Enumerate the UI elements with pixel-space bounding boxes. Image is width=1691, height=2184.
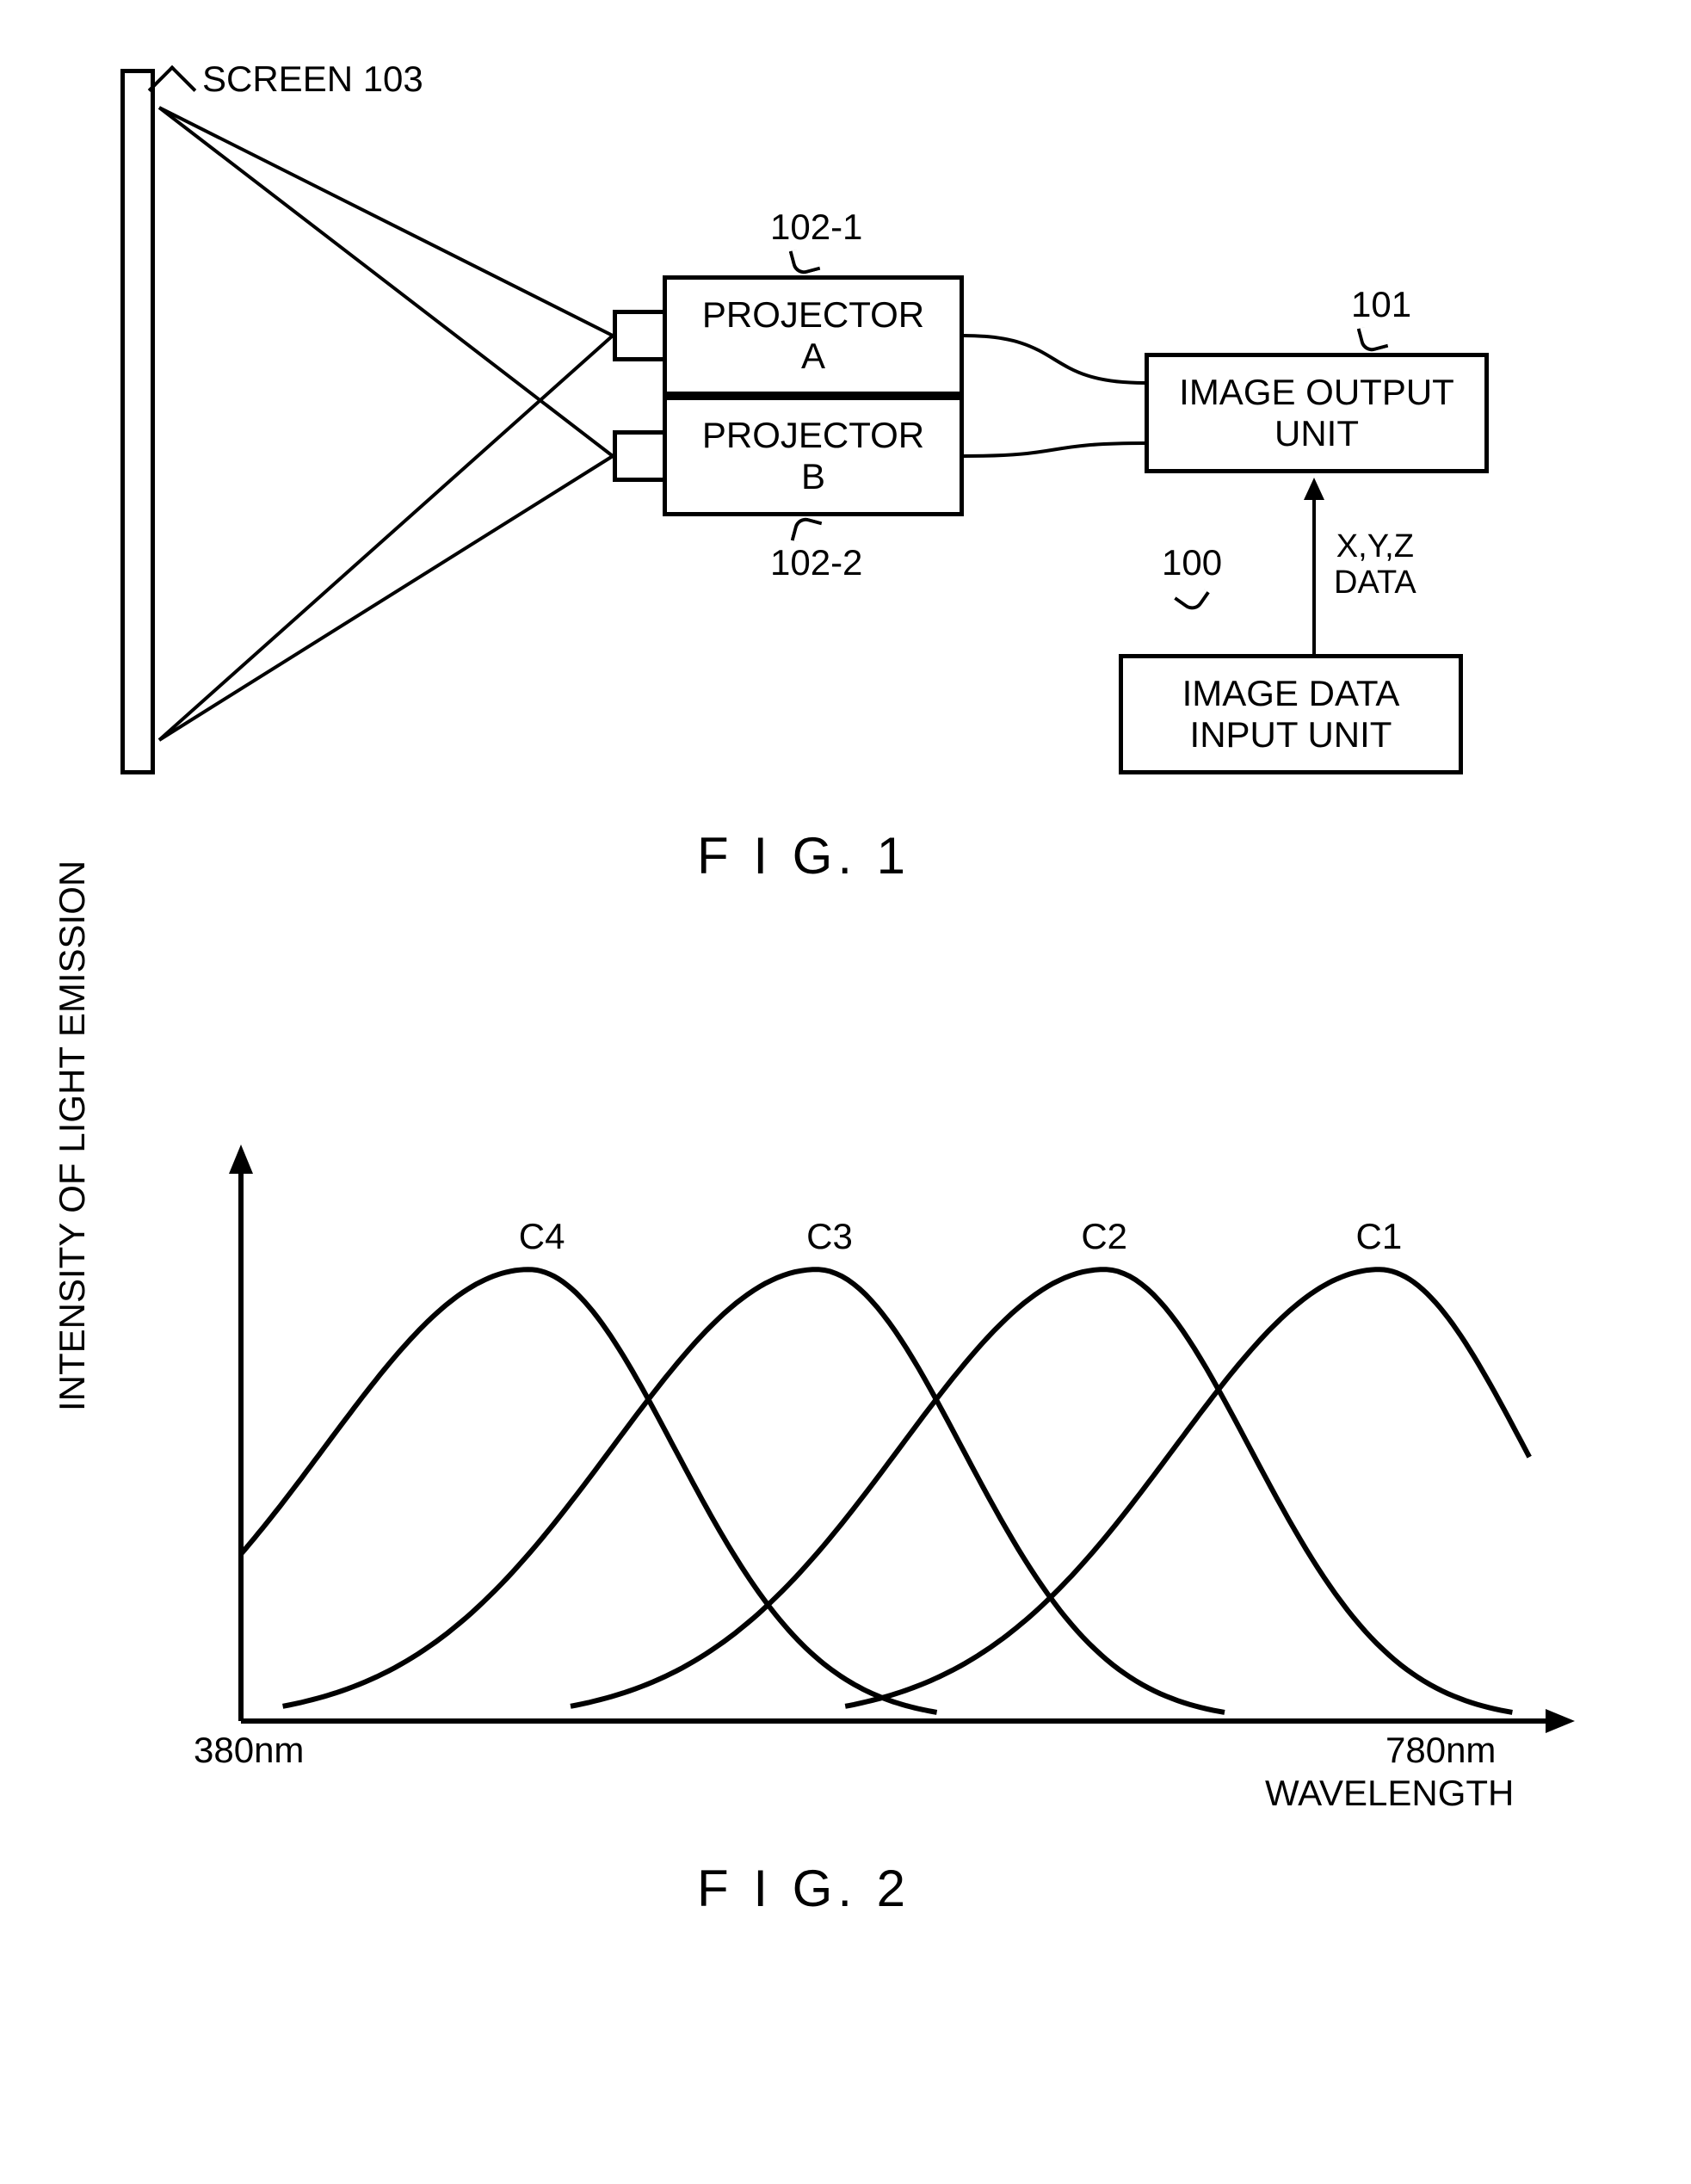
xyz-line-2: DATA <box>1334 565 1416 601</box>
data-flow-arrow <box>1312 499 1316 654</box>
figure-2-caption: F I G. 2 <box>697 1859 910 1918</box>
y-axis-label: INTENSITY OF LIGHT EMISSION <box>52 861 93 1411</box>
image-data-input-ref: 100 <box>1162 542 1222 583</box>
xyz-line-1: X,Y,Z <box>1336 528 1414 565</box>
curve-C4 <box>241 1269 937 1712</box>
xyz-data-label: X,Y,Z DATA <box>1334 529 1416 602</box>
x-axis-label: WAVELENGTH <box>1265 1773 1514 1814</box>
image-data-input-label-2: INPUT UNIT <box>1190 714 1392 756</box>
figure-2: C4C3C2C1 INTENSITY OF LIGHT EMISSION 380… <box>34 1015 1657 1962</box>
series-label-C1: C1 <box>1356 1216 1403 1256</box>
series-label-C2: C2 <box>1081 1216 1127 1256</box>
data-flow-arrowhead <box>1304 478 1324 500</box>
x-tick-max: 780nm <box>1386 1730 1496 1771</box>
figure-1: SCREEN 103 PROJECTOR A 102-1 PROJECTOR B… <box>34 52 1657 912</box>
x-tick-min: 380nm <box>194 1730 304 1771</box>
curve-C3 <box>283 1269 1225 1712</box>
figure-1-caption: F I G. 1 <box>697 826 910 885</box>
spectrum-chart: C4 C3 C2 C1 <box>86 1050 1652 1842</box>
series-label-C4: C4 <box>519 1216 565 1256</box>
image-data-input-unit-block: IMAGE DATA INPUT UNIT <box>1119 654 1463 774</box>
image-data-input-label-1: IMAGE DATA <box>1182 673 1400 714</box>
series-label-C3: C3 <box>806 1216 853 1256</box>
curve-C2 <box>571 1269 1512 1712</box>
